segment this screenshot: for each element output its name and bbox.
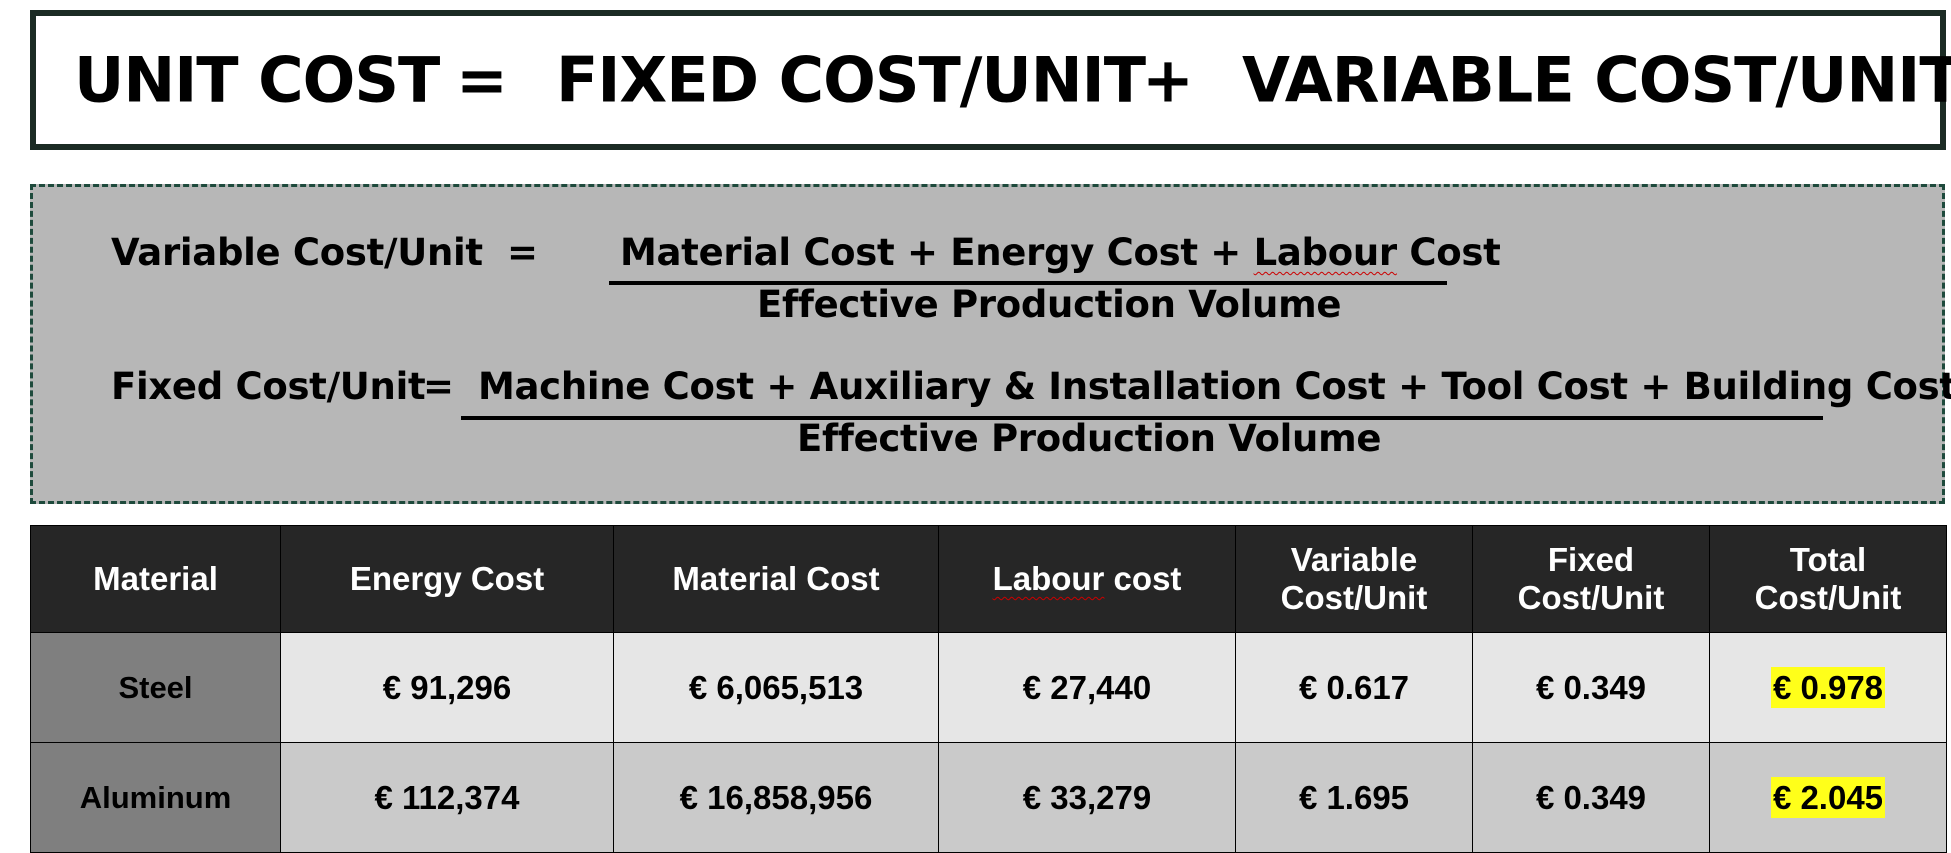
cell-labour-cost: € 27,440 xyxy=(938,632,1236,743)
fixed-formula-equals: = xyxy=(423,365,454,408)
cell-fixed-cost: € 0.349 xyxy=(1472,742,1710,853)
title-unit-cost: UNIT COST xyxy=(74,43,440,117)
cell-total-cost: € 2.045 xyxy=(1709,742,1947,853)
unit-cost-title-box: UNIT COST = FIXED COST/UNIT + VARIABLE C… xyxy=(30,10,1951,150)
title-fixed-cost: FIXED COST/UNIT xyxy=(556,43,1146,117)
formula-box: Variable Cost/Unit = Material Cost + Ene… xyxy=(30,184,1951,504)
header-energy-cost: Energy Cost xyxy=(280,525,614,633)
fixed-fraction-line xyxy=(461,416,1823,420)
variable-formula-label: Variable Cost/Unit xyxy=(111,231,483,274)
cell-material-cost: € 16,858,956 xyxy=(613,742,939,853)
cell-labour-cost: € 33,279 xyxy=(938,742,1236,853)
cell-fixed-cost: € 0.349 xyxy=(1472,632,1710,743)
table-row: Aluminum € 112,374 € 16,858,956 € 33,279… xyxy=(30,742,1947,853)
total-highlight: € 2.045 xyxy=(1770,776,1886,818)
header-fixed-cost-unit: Fixed Cost/Unit xyxy=(1472,525,1710,633)
fixed-formula-denominator: Effective Production Volume xyxy=(797,417,1382,460)
header-total-cost-unit: Total Cost/Unit xyxy=(1709,525,1947,633)
fixed-formula-label: Fixed Cost/Unit xyxy=(111,365,426,408)
variable-formula-equals: = xyxy=(507,231,538,274)
cell-energy-cost: € 112,374 xyxy=(280,742,614,853)
title-equals: = xyxy=(456,43,508,117)
title-plus: + xyxy=(1142,43,1194,117)
header-material-cost: Material Cost xyxy=(613,525,939,633)
table-row: Steel € 91,296 € 6,065,513 € 27,440 € 0.… xyxy=(30,632,1947,743)
fixed-formula-numerator: Machine Cost + Auxiliary & Installation … xyxy=(478,365,1951,408)
table-header-row: Material Energy Cost Material Cost Labou… xyxy=(30,525,1947,633)
total-highlight: € 0.978 xyxy=(1770,666,1886,708)
variable-formula-denominator: Effective Production Volume xyxy=(757,283,1342,326)
header-material: Material xyxy=(30,525,281,633)
title-variable-cost: VARIABLE COST/UNIT xyxy=(1242,43,1951,117)
cell-variable-cost: € 1.695 xyxy=(1235,742,1473,853)
cell-material: Steel xyxy=(30,632,281,743)
cell-material: Aluminum xyxy=(30,742,281,853)
header-variable-cost-unit: Variable Cost/Unit xyxy=(1235,525,1473,633)
header-labour-cost: Labour cost xyxy=(938,525,1236,633)
cell-energy-cost: € 91,296 xyxy=(280,632,614,743)
cost-table: Material Energy Cost Material Cost Labou… xyxy=(30,525,1947,853)
variable-fraction-line xyxy=(609,281,1447,285)
variable-formula-numerator: Material Cost + Energy Cost + Labour Cos… xyxy=(620,231,1501,274)
cell-total-cost: € 0.978 xyxy=(1709,632,1947,743)
cell-variable-cost: € 0.617 xyxy=(1235,632,1473,743)
cell-material-cost: € 6,065,513 xyxy=(613,632,939,743)
